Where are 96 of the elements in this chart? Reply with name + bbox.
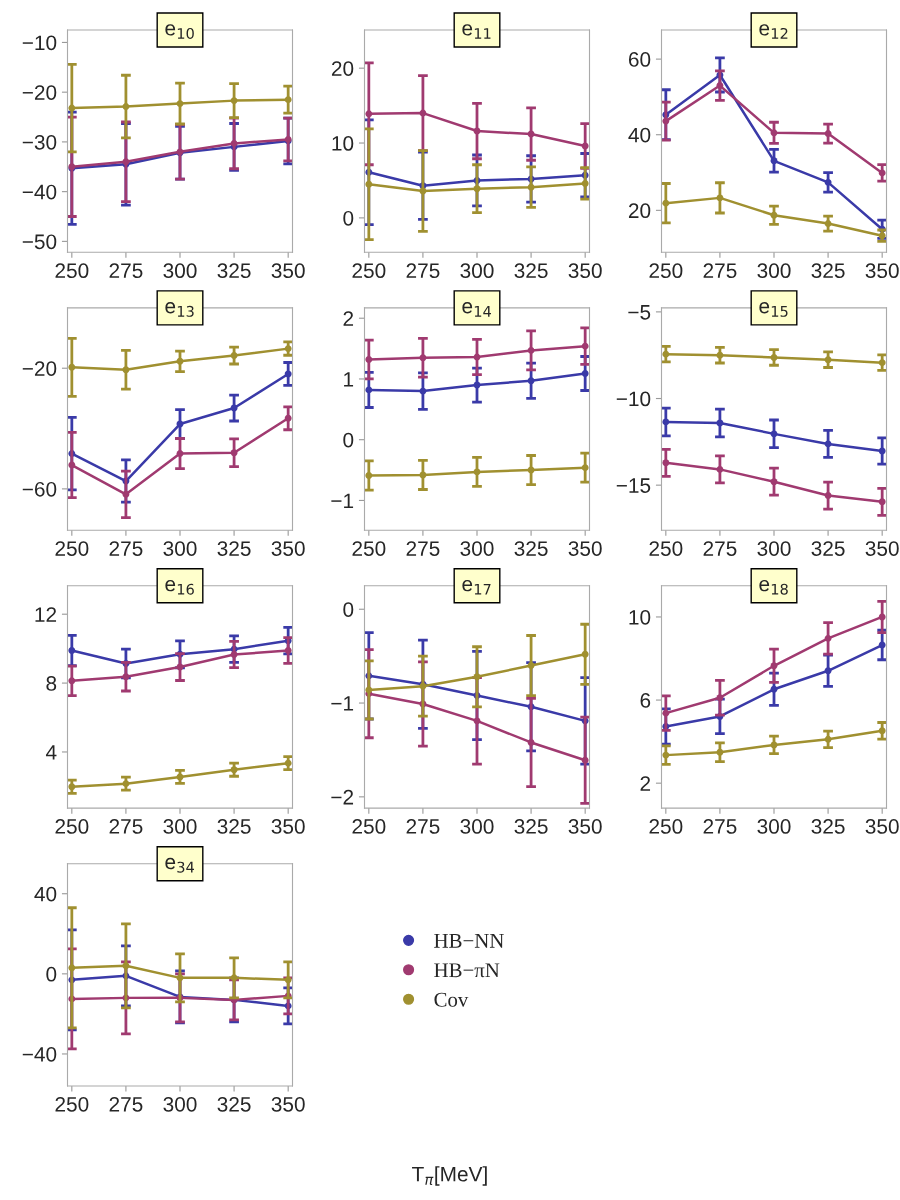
x-tick-label: 350: [271, 1096, 305, 1112]
legend-label: Cov: [434, 992, 469, 1007]
chart-title: e$_{16}$: [165, 579, 194, 595]
x-tick-label: 250: [649, 541, 683, 556]
x-tick-label: 325: [217, 819, 251, 834]
x-tick-label: 300: [757, 819, 791, 834]
chart-title: e$_{14}$: [462, 302, 491, 317]
x-tick-label: 275: [703, 263, 737, 279]
x-tick-label: 300: [460, 541, 494, 556]
x-tick-label: 250: [55, 263, 89, 279]
y-tick-label: 40: [628, 127, 651, 143]
y-tick-label: −20: [22, 85, 57, 100]
x-tick-label: 300: [460, 263, 494, 279]
x-tick-label: 275: [109, 1096, 143, 1112]
y-tick-label: −20: [22, 361, 57, 376]
x-tick-label: 325: [217, 263, 251, 279]
y-tick-label: −60: [22, 481, 57, 497]
x-tick-label: 350: [271, 263, 305, 279]
x-tick-label: 275: [406, 541, 440, 556]
x-tick-label: 275: [703, 541, 737, 556]
x-tick-label: 300: [757, 263, 791, 279]
y-tick-label: 8: [46, 676, 57, 691]
y-tick-label: 20: [628, 203, 651, 219]
x-tick-label: 275: [109, 819, 143, 834]
chart-title: e$_{11}$: [462, 24, 491, 39]
x-tick-label: 300: [163, 263, 197, 279]
x-tick-label: 350: [568, 819, 602, 834]
x-tick-label: 300: [163, 541, 197, 556]
y-tick-label: −40: [22, 1046, 57, 1062]
y-tick-label: −2: [331, 789, 354, 805]
x-tick-label: 300: [757, 541, 791, 556]
y-tick-label: 0: [343, 432, 354, 448]
y-tick-label: 2: [640, 776, 651, 791]
y-tick-label: −10: [22, 35, 57, 51]
y-tick-label: 2: [343, 311, 354, 326]
x-tick-label: 250: [55, 819, 89, 834]
x-tick-label: 325: [514, 819, 548, 834]
x-tick-label: 275: [406, 263, 440, 279]
y-tick-label: −15: [616, 478, 651, 493]
chart-title: e$_{12}$: [759, 24, 788, 39]
y-tick-label: 20: [331, 61, 354, 76]
x-tick-label: 350: [271, 819, 305, 834]
legend-label: HB−NN: [434, 933, 504, 948]
x-tick-label: 275: [703, 819, 737, 834]
x-tick-label: 325: [514, 263, 548, 279]
y-tick-label: 6: [640, 693, 651, 708]
y-tick-label: 12: [35, 607, 57, 622]
x-tick-label: 350: [568, 541, 602, 556]
y-tick-label: −40: [22, 184, 57, 200]
chart-title: e$_{13}$: [165, 302, 194, 317]
y-tick-label: −50: [22, 234, 57, 250]
x-tick-label: 275: [406, 819, 440, 834]
x-tick-label: 350: [568, 263, 602, 279]
y-tick-label: 0: [343, 210, 354, 226]
y-tick-label: 4: [45, 745, 57, 760]
x-tick-label: 275: [109, 541, 143, 556]
y-tick-label: −1: [331, 696, 354, 711]
x-tick-label: 325: [811, 819, 845, 834]
legend-label: HB−πN: [434, 963, 500, 978]
x-tick-label: 300: [163, 819, 197, 834]
x-tick-label: 275: [109, 263, 143, 279]
y-tick-label: 10: [332, 136, 354, 151]
y-tick-label: 0: [343, 602, 354, 617]
x-axis-title: T$_{π}$[MeV]: [412, 1166, 487, 1186]
y-tick-label: 10: [629, 609, 651, 625]
x-tick-label: 350: [865, 263, 899, 279]
x-tick-label: 250: [649, 263, 683, 279]
chart-title: e$_{17}$: [462, 579, 491, 595]
x-tick-label: 250: [352, 819, 386, 834]
y-tick-label: 1: [344, 372, 354, 387]
x-tick-label: 300: [163, 1096, 197, 1112]
y-tick-label: −1: [331, 493, 354, 508]
x-tick-label: 250: [55, 541, 89, 556]
chart-title: e$_{18}$: [759, 579, 788, 595]
chart-title: e$_{15}$: [759, 302, 788, 317]
x-tick-label: 325: [217, 1096, 251, 1112]
y-tick-label: 40: [34, 886, 57, 902]
x-tick-label: 250: [55, 1096, 89, 1112]
y-tick-label: −30: [22, 134, 57, 150]
x-tick-label: 250: [649, 819, 683, 834]
x-tick-label: 325: [217, 541, 251, 556]
x-tick-label: 250: [352, 541, 386, 556]
x-tick-label: 300: [460, 819, 494, 834]
x-tick-label: 325: [514, 541, 548, 556]
x-tick-label: 250: [352, 263, 386, 279]
x-tick-label: 350: [865, 819, 899, 834]
x-tick-label: 325: [811, 263, 845, 279]
y-tick-label: 60: [628, 52, 651, 67]
y-tick-label: 0: [46, 966, 57, 982]
x-tick-label: 350: [865, 541, 899, 556]
chart-title: e$_{10}$: [165, 24, 194, 39]
y-tick-label: −10: [616, 391, 651, 407]
chart-title: e$_{34}$: [165, 857, 194, 873]
x-tick-label: 325: [811, 541, 845, 556]
y-tick-label: −5: [628, 305, 651, 320]
x-tick-label: 350: [271, 541, 305, 556]
